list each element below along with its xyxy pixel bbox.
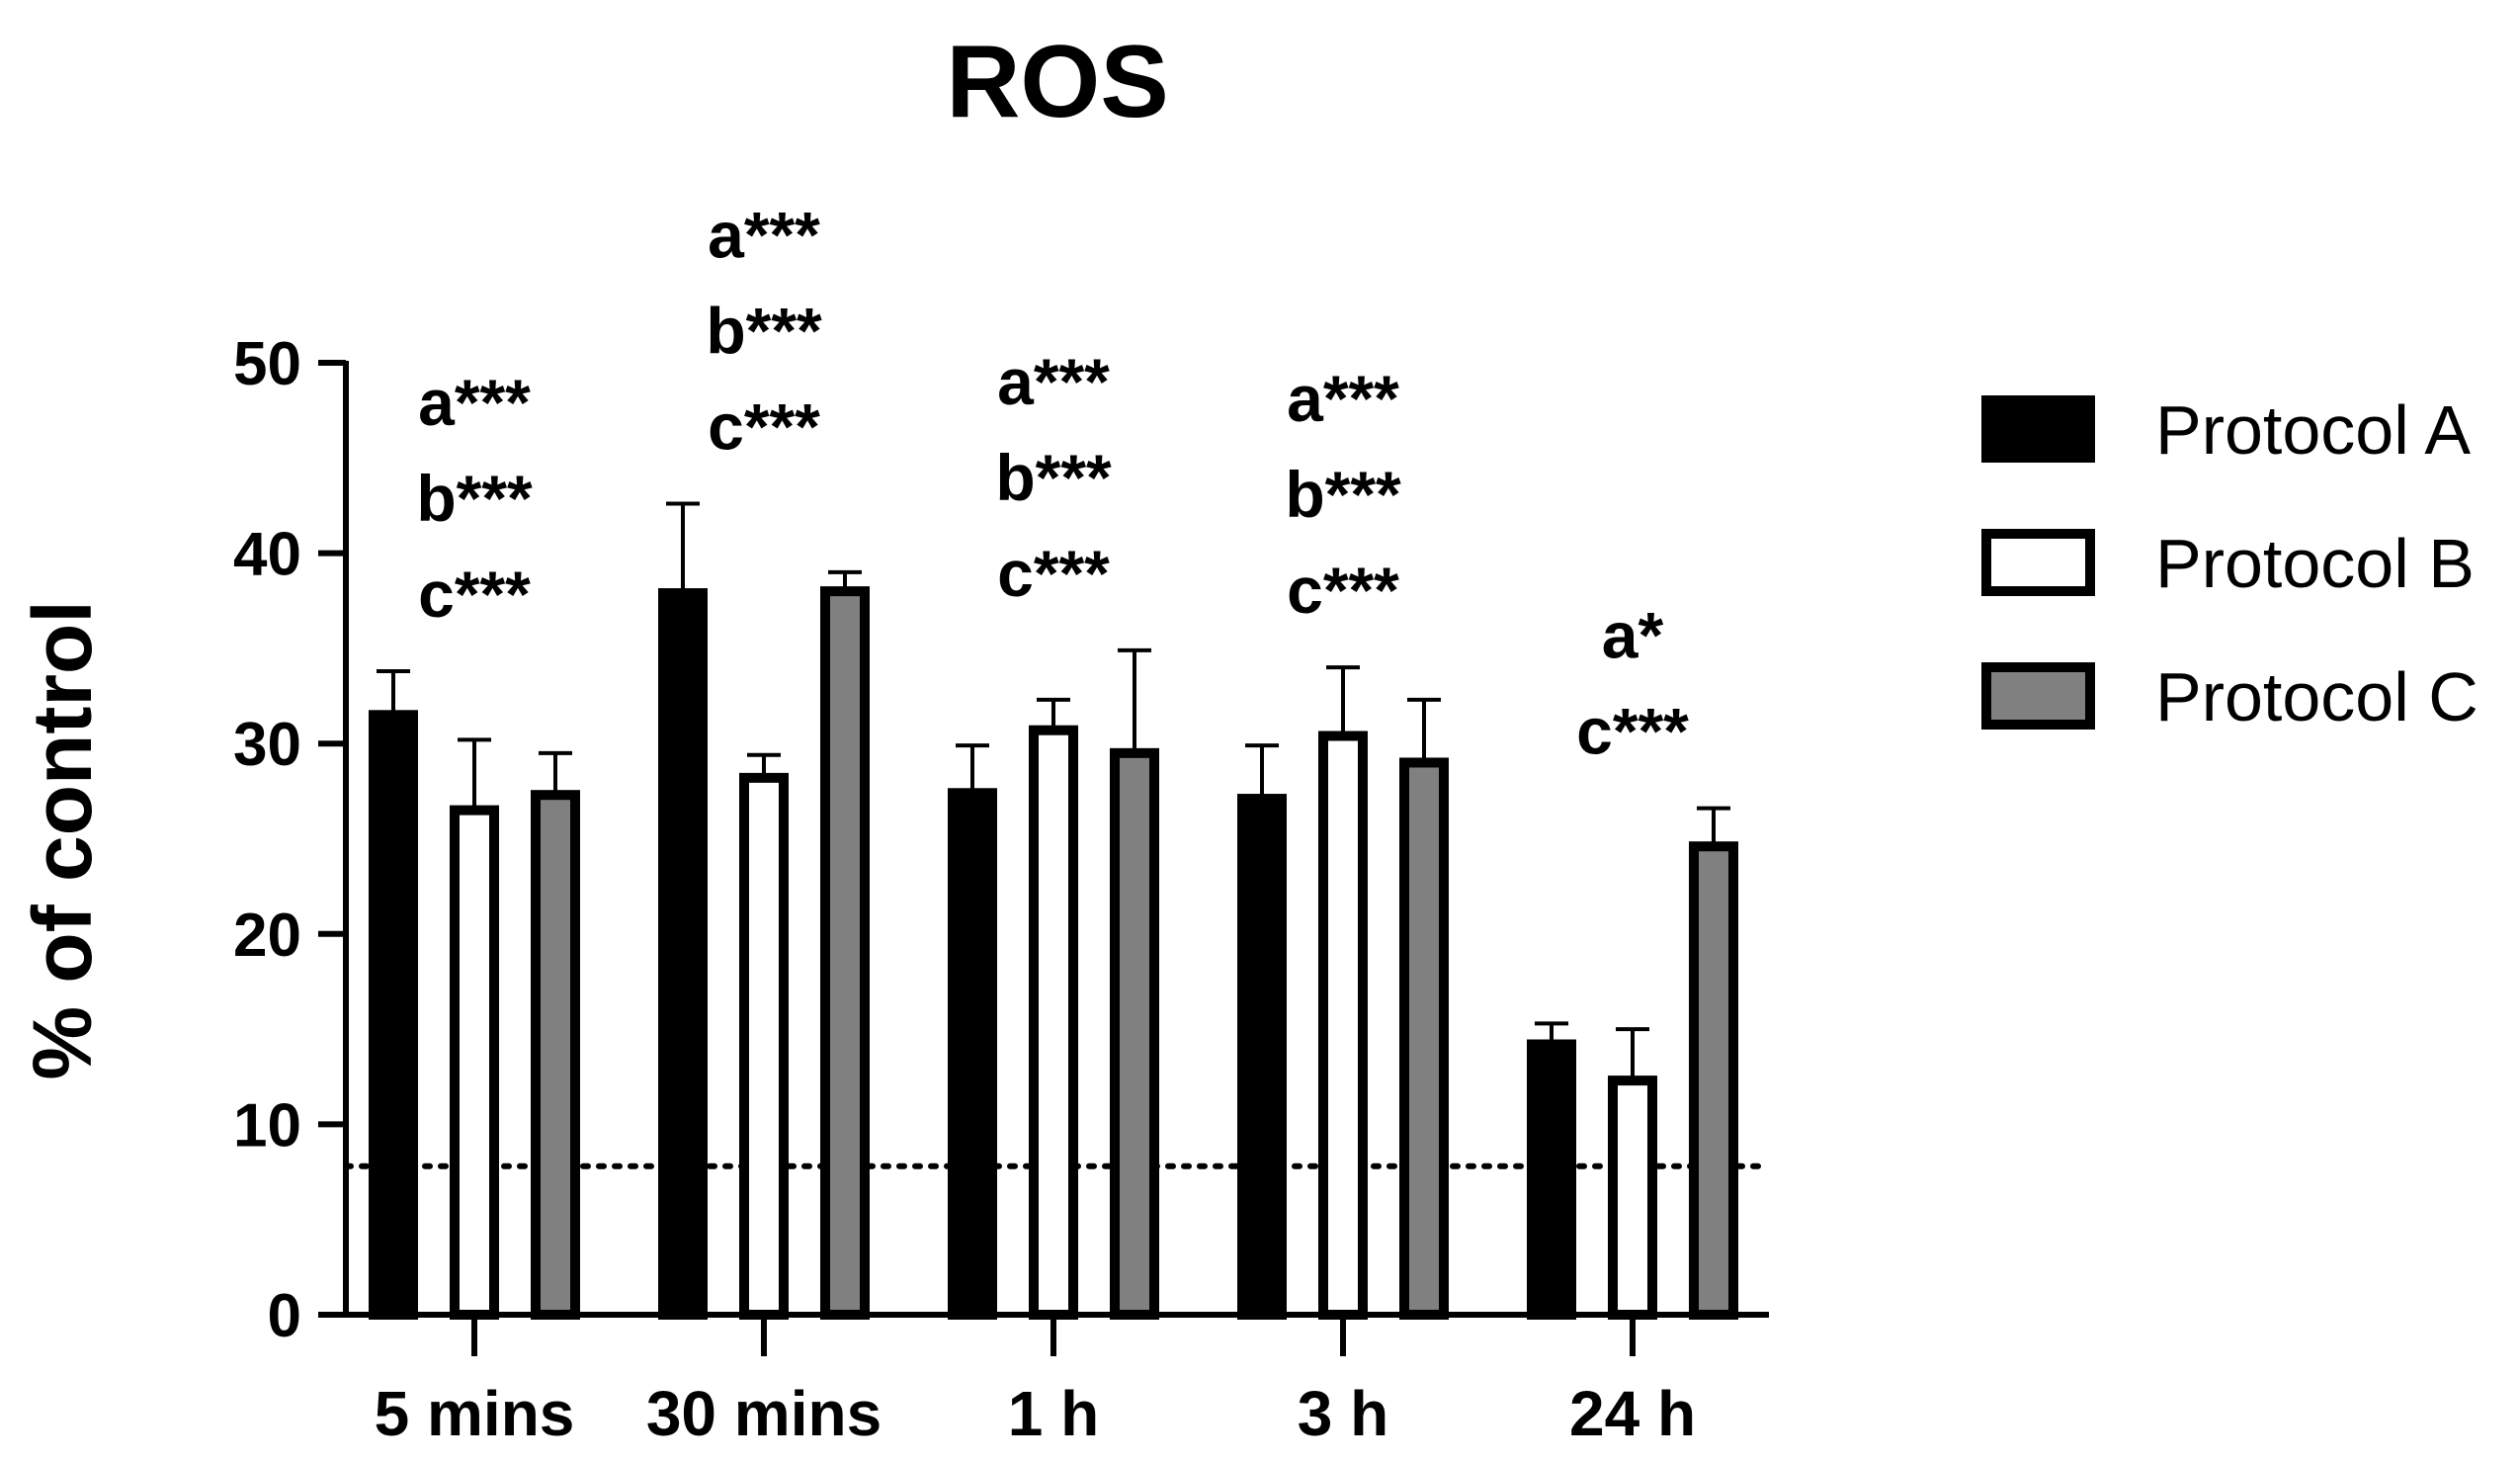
x-tick-label: 1 h xyxy=(1008,1378,1099,1449)
x-tick-label: 24 h xyxy=(1569,1378,1696,1449)
bar-protocol-c-30-mins xyxy=(820,586,870,1320)
significance-annotation: b*** xyxy=(706,295,822,368)
legend-swatch-protocol-c xyxy=(1981,662,2095,730)
bar-protocol-b-30-mins xyxy=(739,772,789,1320)
y-tick-label: 20 xyxy=(233,902,301,970)
x-tick-label: 3 h xyxy=(1298,1378,1388,1449)
bar-protocol-c-1-h xyxy=(1110,747,1159,1320)
y-axis-label: % of control xyxy=(16,600,109,1079)
bar-protocol-a-24-h xyxy=(1527,1039,1576,1321)
bar-protocol-b-1-h xyxy=(1029,725,1078,1320)
x-tick-label: 30 mins xyxy=(646,1378,882,1449)
bar-protocol-a-1-h xyxy=(948,788,997,1320)
bar-protocol-a-30-mins xyxy=(658,588,708,1320)
y-tick-label: 10 xyxy=(233,1091,301,1160)
bar-protocol-b-5-mins xyxy=(450,805,499,1320)
bar-protocol-c-5-mins xyxy=(531,790,580,1320)
significance-annotation: a*** xyxy=(708,199,820,272)
bar-protocol-b-24-h xyxy=(1608,1076,1657,1321)
bar-protocol-b-3-h xyxy=(1318,731,1368,1320)
significance-annotation: c*** xyxy=(997,537,1110,610)
legend-label: Protocol B xyxy=(2155,525,2475,602)
legend: Protocol A Protocol B Protocol C xyxy=(1981,391,2478,735)
legend-swatch-protocol-b xyxy=(1981,529,2095,596)
bar-protocol-a-3-h xyxy=(1237,794,1287,1320)
significance-annotation: c*** xyxy=(1576,695,1689,768)
y-tick-label: 0 xyxy=(268,1282,301,1350)
significance-annotation: a*** xyxy=(418,366,531,439)
significance-annotation: c*** xyxy=(708,390,820,464)
bar-protocol-c-3-h xyxy=(1399,757,1449,1320)
legend-label: Protocol C xyxy=(2155,658,2478,735)
significance-annotation: b*** xyxy=(416,462,533,535)
y-tick-label: 40 xyxy=(233,521,301,589)
x-tick-label: 5 mins xyxy=(375,1378,575,1449)
significance-annotation: a*** xyxy=(1287,362,1399,435)
legend-label: Protocol A xyxy=(2155,391,2471,469)
bar-protocol-c-24-h xyxy=(1689,841,1738,1320)
y-tick-label: 30 xyxy=(233,711,301,779)
significance-annotation: c*** xyxy=(418,558,531,631)
legend-swatch-protocol-a xyxy=(1981,395,2095,463)
significance-annotation: a*** xyxy=(997,345,1110,418)
y-tick-label: 50 xyxy=(233,330,301,398)
plot-area: 0 10 20 30 40 50 5 mins 30 mins 1 h 3 h 24 h a*** b*… xyxy=(233,199,1772,1449)
chart-title: ROS xyxy=(946,25,1168,139)
significance-annotation: c*** xyxy=(1287,554,1399,627)
bar-protocol-a-5-mins xyxy=(369,710,418,1320)
significance-annotation: a* xyxy=(1602,599,1664,672)
significance-annotation: b*** xyxy=(995,441,1112,514)
significance-annotation: b*** xyxy=(1285,458,1401,531)
